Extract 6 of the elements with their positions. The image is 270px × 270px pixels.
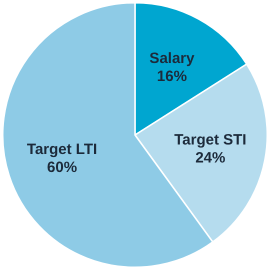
data-label: 24% [195,150,226,167]
slice-label: Target LTI [26,140,98,158]
slice-label: Salary [149,50,196,67]
slice-label: Target STI [174,132,246,149]
data-label: 16% [156,68,187,85]
data-label: 60% [47,158,78,176]
